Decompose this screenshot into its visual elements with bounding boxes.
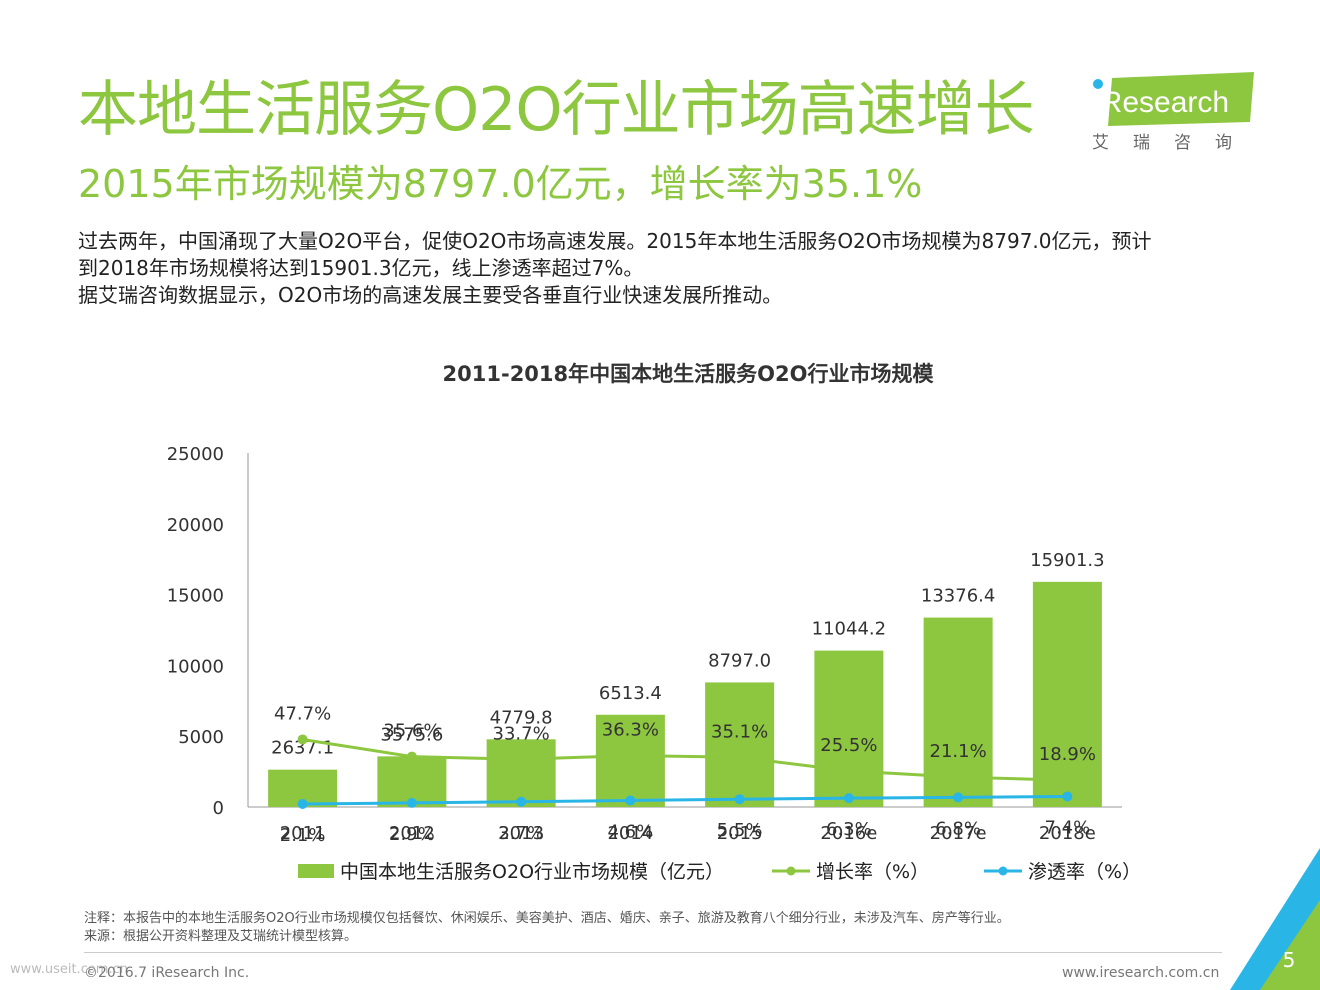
penetration-line [302, 795, 1068, 806]
growth-point [625, 750, 636, 761]
legend-growth-swatch [772, 866, 810, 875]
y-tick-label: 10000 [167, 656, 224, 677]
bar-value-label: 11044.2 [812, 619, 886, 640]
page-number: 5 [1282, 948, 1296, 972]
description: 过去两年，中国涌现了大量O2O平台，促使O2O市场高速发展。2015年本地生活服… [78, 228, 1268, 309]
growth-line [302, 737, 1068, 782]
penetration-point [406, 797, 417, 808]
description-line-2: 到2018年市场规模将达到15901.3亿元，线上渗透率超过7%。 [78, 256, 644, 280]
growth-point [1062, 775, 1073, 786]
x-tick-label: 2013 [498, 823, 544, 844]
description-line-1: 过去两年，中国涌现了大量O2O平台，促使O2O市场高速发展。2015年本地生活服… [78, 229, 1152, 253]
growth-label: 18.9% [1039, 744, 1096, 765]
copyright: ©2016.7 iResearch Inc. [84, 965, 250, 981]
legend-penetration: 渗透率（%） [984, 857, 1141, 885]
notes: 注释：本报告中的本地生活服务O2O行业市场规模仅包括餐饮、休闲娱乐、美容美护、酒… [84, 910, 1010, 946]
penetration-point [843, 793, 854, 804]
footer-divider [84, 952, 1222, 953]
bar-2016e [814, 650, 884, 807]
growth-point [843, 765, 854, 776]
logo-green-banner [1108, 72, 1254, 126]
growth-point [297, 734, 308, 745]
legend-growth: 增长率（%） [772, 857, 929, 885]
x-tick-label: 2014 [607, 823, 653, 844]
penetration-label: 7.4% [1045, 818, 1091, 839]
legend-penetration-label: 渗透率（%） [1028, 861, 1142, 883]
legend-growth-label: 增长率（%） [816, 861, 930, 883]
legend-bar: 中国本地生活服务O2O行业市场规模（亿元） [298, 857, 724, 885]
description-line-3: 据艾瑞咨询数据显示，O2O市场的高速发展主要受各垂直行业快速发展所推动。 [78, 283, 783, 307]
x-tick-label: 2011 [280, 823, 326, 844]
penetration-label: 3.7% [498, 823, 544, 844]
bar-value-label: 3575.6 [380, 724, 443, 745]
watermark: www.useit.com.cn [10, 962, 128, 977]
growth-point [953, 772, 964, 783]
penetration-label: 6.8% [935, 818, 981, 839]
growth-label: 36.3% [602, 720, 659, 741]
x-tick-label: 2016e [820, 823, 877, 844]
growth-point [516, 754, 527, 765]
chart-title: 2011-2018年中国本地生活服务O2O行业市场规模 [442, 362, 934, 386]
penetration-point [1062, 791, 1073, 802]
bar-value-label: 4779.8 [490, 707, 553, 728]
x-tick-label: 2018e [1039, 823, 1096, 844]
bar-2015 [705, 682, 775, 807]
growth-label: 33.7% [493, 723, 550, 744]
x-tick-label: 2012 [389, 823, 435, 844]
logo-wordmark: iResearch [1094, 86, 1229, 119]
growth-label: 35.1% [711, 721, 768, 742]
growth-label: 25.5% [820, 735, 877, 756]
bar-2014 [595, 714, 665, 807]
growth-label: 47.7% [274, 703, 331, 724]
logo-dot [1093, 79, 1103, 89]
legend-bar-label: 中国本地生活服务O2O行业市场规模（亿元） [340, 861, 725, 883]
bar-value-label: 13376.4 [921, 586, 995, 607]
y-tick-label: 15000 [167, 586, 224, 607]
y-tick-label: 0 [213, 798, 224, 819]
growth-point [734, 752, 745, 763]
bar-value-label: 8797.0 [708, 650, 771, 671]
logo-chinese: 艾瑞咨询 [1092, 133, 1256, 153]
corner-decoration [1230, 848, 1320, 990]
x-tick-label: 2015 [717, 823, 763, 844]
penetration-label: 4.6% [608, 821, 654, 842]
penetration-label: 6.3% [826, 819, 872, 840]
note-text: 注释：本报告中的本地生活服务O2O行业市场规模仅包括餐饮、休闲娱乐、美容美护、酒… [84, 911, 1010, 926]
penetration-point [516, 796, 527, 807]
penetration-label: 2.9% [389, 824, 435, 845]
legend-penetration-swatch [984, 866, 1022, 875]
penetration-label: 5.5% [717, 820, 763, 841]
growth-point [406, 751, 417, 762]
page-subtitle: 2015年市场规模为8797.0亿元，增长率为35.1% [78, 162, 923, 206]
iresearch-logo: iResearch [1093, 72, 1254, 126]
penetration-point [297, 799, 308, 810]
source-text: 来源：根据公开资料整理及艾瑞统计模型核算。 [84, 929, 358, 944]
website-link[interactable]: www.iresearch.com.cn [1062, 965, 1220, 981]
y-tick-label: 20000 [167, 515, 224, 536]
penetration-label: 2.1% [280, 825, 326, 846]
y-tick-label: 25000 [167, 444, 224, 465]
bar-2018e [1032, 581, 1102, 807]
penetration-point [734, 794, 745, 805]
growth-label: 21.1% [930, 741, 987, 762]
bar-2013 [486, 739, 556, 807]
penetration-point [625, 795, 636, 806]
growth-label: 35.6% [383, 721, 440, 742]
legend-bar-swatch [298, 863, 334, 878]
y-tick-label: 5000 [178, 727, 224, 748]
bar-value-label: 6513.4 [599, 683, 662, 704]
page-title: 本地生活服务O2O行业市场高速增长 [78, 75, 1035, 145]
x-tick-label: 2017e [930, 823, 987, 844]
bar-value-label: 15901.3 [1030, 550, 1104, 571]
penetration-point [953, 792, 964, 803]
